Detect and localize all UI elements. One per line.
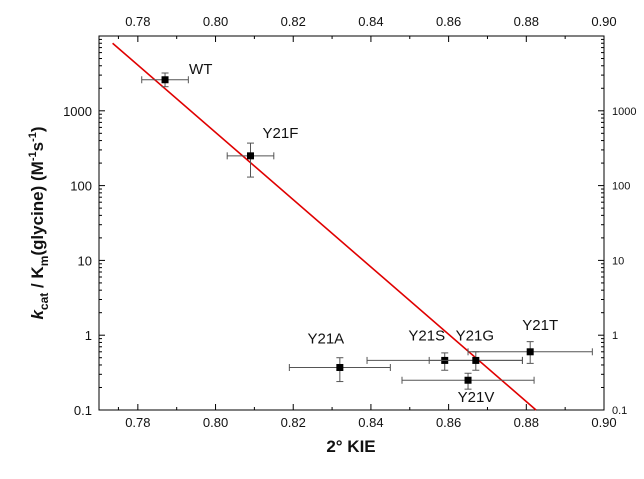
x-tick-label-bottom: 0.78 [125,415,150,430]
x-tick-label-bottom: 0.84 [358,415,383,430]
y-title-m: m [37,256,51,267]
y-tick-label-left: 0.1 [74,403,92,418]
data-point-label: Y21V [458,389,495,406]
data-point-label: WT [189,61,212,78]
data-point-marker [161,76,169,84]
data-point-label: Y21F [263,125,299,142]
data-point-group: Y21F [226,125,299,178]
y-title-exp1: -1 [27,151,39,161]
data-point-label: Y21G [456,327,494,344]
data-point-marker [336,363,344,371]
y-title-close: ) [28,126,47,132]
x-tick-label-top: 0.86 [436,14,461,29]
x-tick-label-top: 0.80 [203,14,228,29]
axis-ticks: 0.78 0.78 0.80 0.80 0.82 0.82 0.84 0.84 0.86 0.86… [63,14,636,430]
y-title-rest: (glycine) (M [28,161,47,255]
data-point-group: Y21G [428,327,523,371]
y-title-cat: cat [37,293,51,310]
y-title-mid: / K [28,266,47,293]
x-tick-label-top: 0.88 [514,14,539,29]
y-title-s: s [28,142,47,151]
y-tick-label-right: 1 [612,330,618,342]
y-tick-label-right: 1000 [612,106,636,118]
y-tick-label-right: 10 [612,255,624,267]
y-title-k: k [28,309,47,320]
data-point-label: Y21T [522,317,558,334]
x-tick-label-top: 0.84 [358,14,383,29]
data-point-marker [526,348,534,356]
x-tick-label-bottom: 0.80 [203,415,228,430]
data-point-group: Y21V [401,372,535,406]
y-tick-label-left: 1000 [63,104,92,119]
data-point-marker [472,356,480,364]
x-tick-label-top: 0.90 [591,14,616,29]
x-tick-label-bottom: 0.86 [436,415,461,430]
data-point-marker [464,376,472,384]
data-point-label: Y21S [408,327,445,344]
y-tick-label-right: 0.1 [612,405,627,417]
x-tick-label-bottom: 0.90 [591,415,616,430]
x-tick-label-top: 0.78 [125,14,150,29]
data-point-group: Y21A [288,330,391,383]
x-axis-title: 2° KIE [326,437,375,456]
x-tick-label-bottom: 0.82 [281,415,306,430]
data-point-group: Y21S [366,327,523,371]
data-point-group: Y21T [467,317,593,364]
y-tick-label-right: 100 [612,181,630,193]
y-tick-label-left: 1 [85,328,92,343]
fit-line-group [112,42,537,411]
data-point-marker [247,152,254,160]
x-tick-label-bottom: 0.88 [514,415,539,430]
y-title-exp2: -1 [27,132,39,142]
data-point-label: Y21A [307,330,344,347]
fit-line [112,42,537,411]
y-axis-title: kcat / Km(glycine) (M-1s-1) [27,126,51,319]
y-tick-label-left: 10 [78,253,92,268]
data-points: WT Y21F Y21A Y21S Y21V Y21G Y21T [141,61,593,406]
y-tick-label-left: 100 [70,179,92,194]
data-point-group: WT [141,61,212,88]
x-tick-label-top: 0.82 [281,14,306,29]
plot-frame [98,35,605,411]
